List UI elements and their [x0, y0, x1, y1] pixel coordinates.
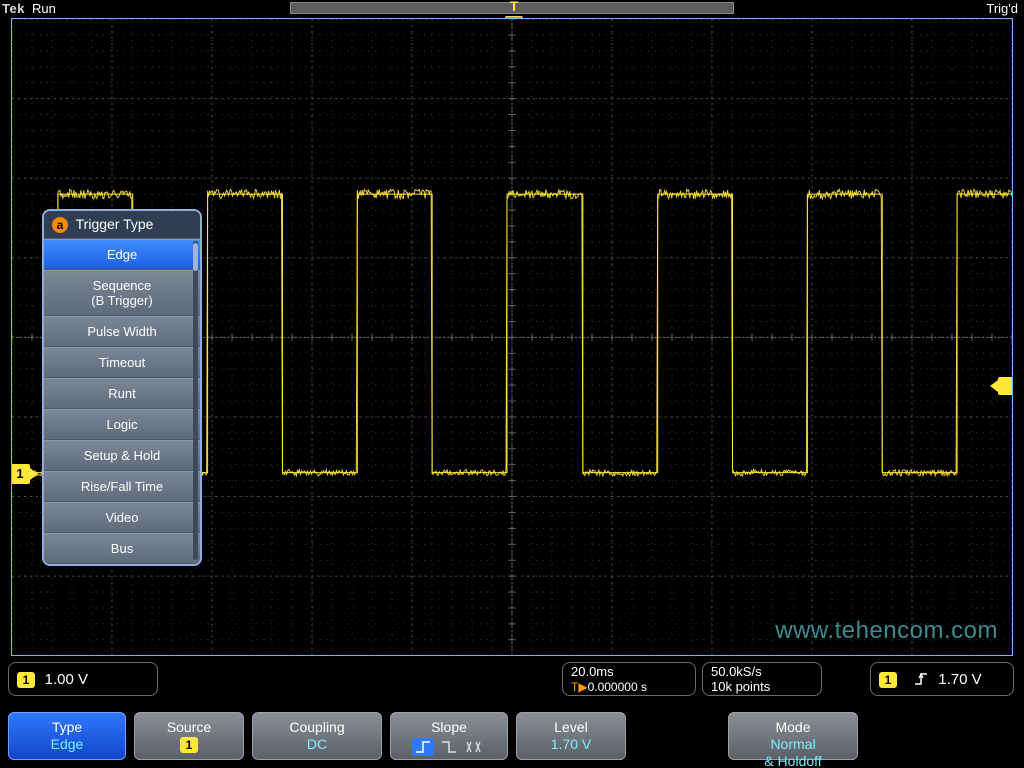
slope-either-icon[interactable] — [464, 738, 486, 756]
slope-rising-icon[interactable] — [412, 738, 434, 756]
trigger-source-chip: 1 — [879, 672, 897, 688]
trigger-position-marker-top: T — [508, 0, 520, 12]
rising-edge-icon — [913, 671, 929, 690]
trigger-type-option-edge[interactable]: Edge — [44, 239, 200, 270]
trigger-type-option-logic[interactable]: Logic — [44, 409, 200, 440]
trigger-type-option-timeout[interactable]: Timeout — [44, 347, 200, 378]
trigger-type-option-setup-hold[interactable]: Setup & Hold — [44, 440, 200, 471]
trigger-type-option-video[interactable]: Video — [44, 502, 200, 533]
softkey-slope[interactable]: Slope — [390, 712, 508, 760]
trigger-type-menu-title-text: Trigger Type — [76, 216, 154, 232]
time-position: 0.000000 s — [588, 680, 647, 694]
trigger-type-option-rise-fall-time[interactable]: Rise/Fall Time — [44, 471, 200, 502]
ch1-ground-marker[interactable]: 1 — [11, 464, 30, 484]
trigger-level: 1.70 V — [938, 671, 981, 688]
trigger-type-option-pulse-width[interactable]: Pulse Width — [44, 316, 200, 347]
trigger-type-option-sequence[interactable]: Sequence(B Trigger) — [44, 270, 200, 316]
sample-rate: 50.0kS/s — [711, 665, 813, 680]
menu-scrollbar-thumb[interactable] — [193, 243, 198, 271]
trigger-type-option-bus[interactable]: Bus — [44, 533, 200, 564]
watermark: www.tehencom.com — [775, 617, 998, 645]
time-pos-arrow-icon: ▶ — [578, 680, 587, 694]
trigger-type-option-runt[interactable]: Runt — [44, 378, 200, 409]
record-length: 10k points — [711, 680, 813, 695]
sample-rate-readout: 50.0kS/s 10k points — [702, 662, 822, 696]
softkey-bar: TypeEdgeSource1CouplingDCSlope Level1.70… — [8, 712, 1016, 762]
run-state: Run — [32, 1, 56, 16]
waveform-display[interactable]: 1 www.tehencom.com a Trigger Type EdgeSe… — [11, 18, 1013, 656]
softkey-level[interactable]: Level1.70 V — [516, 712, 626, 760]
ch1-readout: 1 1.00 V — [8, 662, 158, 696]
softkey-mode[interactable]: ModeNormal& Holdoff — [728, 712, 858, 760]
slope-falling-icon[interactable] — [438, 738, 460, 756]
trigger-type-menu-title: a Trigger Type — [44, 211, 200, 239]
trigger-level-marker[interactable] — [998, 377, 1013, 395]
trigger-state: Trig'd — [986, 1, 1018, 16]
ch1-chip: 1 — [17, 672, 35, 688]
menu-scrollbar[interactable] — [193, 241, 198, 560]
brand-logo: Tek — [2, 1, 25, 16]
a-trigger-indicator: a — [52, 217, 68, 233]
softkey-type[interactable]: TypeEdge — [8, 712, 126, 760]
ch1-scale: 1.00 V — [45, 671, 88, 688]
timebase-readout: 20.0ms T▶0.000000 s — [562, 662, 696, 696]
readouts-row: 1 1.00 V 20.0ms T▶0.000000 s 50.0kS/s 10… — [8, 662, 1016, 698]
trigger-readout: 1 1.70 V — [870, 662, 1014, 696]
softkey-source[interactable]: Source1 — [134, 712, 244, 760]
softkey-coupling[interactable]: CouplingDC — [252, 712, 382, 760]
timebase-scale: 20.0ms — [571, 665, 687, 680]
trigger-type-menu: a Trigger Type EdgeSequence(B Trigger)Pu… — [42, 209, 202, 566]
